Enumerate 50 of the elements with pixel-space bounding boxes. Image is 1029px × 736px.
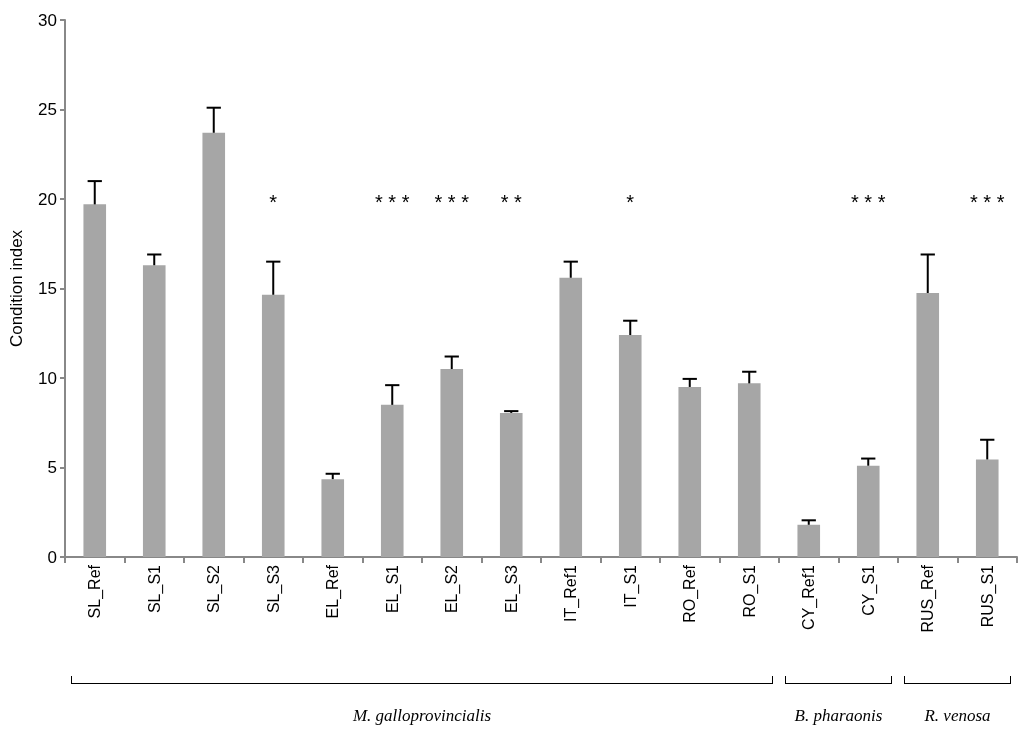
annotation: * * * bbox=[434, 191, 470, 213]
text: M. galloprovincialis bbox=[352, 706, 492, 726]
x-tick-label: RO_S1 bbox=[740, 564, 759, 618]
bar bbox=[916, 292, 940, 557]
x-tick-label: RO_Ref bbox=[681, 564, 700, 623]
x-tick-label: SL_S1 bbox=[145, 564, 164, 614]
bar bbox=[737, 383, 761, 557]
y-tick-label: 15 bbox=[38, 279, 57, 298]
y-tick-label: 25 bbox=[38, 100, 57, 119]
bar bbox=[975, 459, 999, 557]
y-tick-label: 5 bbox=[47, 458, 57, 477]
y-tick-label: 10 bbox=[38, 368, 57, 388]
x-tick-label: CY_S1 bbox=[859, 564, 878, 616]
annotation: * * * bbox=[851, 191, 886, 213]
bar bbox=[380, 404, 404, 557]
bar bbox=[678, 386, 702, 557]
x-tick-label: EL_S2 bbox=[443, 564, 462, 614]
x-tick-label: SL_Ref bbox=[86, 564, 105, 619]
text: R. venosa bbox=[924, 706, 991, 726]
x-tick-label: EL_S3 bbox=[502, 564, 521, 614]
annotation: * * bbox=[500, 191, 523, 213]
annotation: * bbox=[626, 191, 635, 213]
bar bbox=[261, 294, 285, 557]
bar bbox=[856, 465, 880, 557]
y-axis-title: Condition index bbox=[7, 229, 26, 348]
y-tick-label: 0 bbox=[47, 547, 57, 567]
x-tick-label: IT_S1 bbox=[621, 564, 640, 608]
bar bbox=[142, 265, 166, 557]
bar bbox=[83, 204, 107, 557]
y-tick-label: 30 bbox=[38, 10, 57, 30]
bar bbox=[202, 132, 226, 557]
x-tick-label: CY_Ref1 bbox=[800, 564, 819, 630]
bar bbox=[559, 277, 583, 557]
y-tick-label: 20 bbox=[38, 189, 57, 209]
text: B. pharaonis bbox=[794, 706, 883, 726]
annotation: * bbox=[269, 191, 278, 213]
annotation: * * * bbox=[375, 191, 410, 213]
bar bbox=[440, 369, 464, 557]
x-tick-label: EL_S1 bbox=[383, 564, 402, 614]
x-tick-label: SL_S2 bbox=[205, 564, 224, 614]
x-tick-label: RUS_S1 bbox=[978, 564, 997, 628]
x-tick-label: SL_S3 bbox=[264, 564, 283, 614]
bar bbox=[499, 412, 523, 557]
bar bbox=[618, 335, 642, 557]
x-tick-label: RUS_Ref bbox=[919, 564, 938, 633]
x-tick-label: EL_Ref bbox=[324, 564, 343, 619]
bar bbox=[797, 524, 821, 557]
annotation: * * * bbox=[970, 191, 1005, 213]
bar bbox=[321, 479, 345, 557]
x-tick-label: IT_Ref1 bbox=[562, 564, 581, 622]
